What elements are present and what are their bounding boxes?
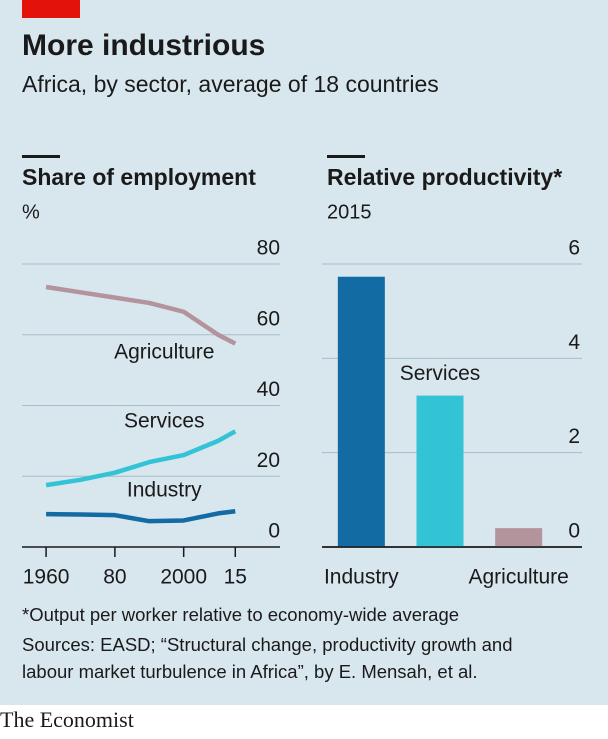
y-tick-label: 40 — [257, 378, 280, 401]
y-tick-label: 60 — [257, 307, 280, 330]
x-tick-label: Agriculture — [468, 566, 568, 589]
background — [0, 0, 608, 705]
line-series — [45, 284, 237, 346]
source: Sources: EASD; “Structural change, produ… — [22, 634, 513, 655]
panel-title: Relative productivity* — [327, 164, 562, 190]
series-label: Services — [124, 410, 205, 433]
x-tick-label: 80 — [103, 566, 126, 589]
series-label: Industry — [127, 479, 202, 502]
y-tick-label: 2 — [568, 425, 580, 448]
chart-title: More industrious — [22, 29, 265, 62]
chart-subtitle: Africa, by sector, average of 18 countri… — [22, 71, 439, 97]
panel-rule — [327, 155, 365, 158]
y-tick-label: 6 — [568, 237, 580, 260]
series-label: Agriculture — [114, 340, 214, 363]
red-tag — [22, 0, 80, 18]
bar — [495, 528, 543, 547]
source: labour market turbulence in Africa”, by … — [22, 661, 478, 682]
line-series — [46, 509, 236, 524]
x-tick-label: 1960 — [23, 566, 70, 589]
footer-background — [0, 705, 608, 739]
footnote: *Output per worker relative to economy-w… — [22, 604, 459, 625]
line-series — [45, 429, 237, 488]
y-tick-label: 0 — [268, 520, 280, 543]
x-tick-label: Industry — [324, 566, 399, 589]
panel-unit: % — [22, 201, 40, 223]
panel-rule — [22, 155, 60, 158]
x-tick-label: 15 — [224, 566, 247, 589]
panel-subtitle: 2015 — [327, 201, 372, 223]
y-tick-label: 4 — [568, 331, 580, 354]
annotation: Services — [400, 362, 481, 385]
y-tick-label: 0 — [568, 520, 580, 543]
brand: The Economist — [0, 707, 134, 732]
bar — [416, 395, 464, 547]
y-tick-label: 80 — [257, 237, 280, 260]
x-tick-label: 2000 — [160, 566, 207, 589]
panel-title: Share of employment — [22, 164, 256, 190]
y-tick-label: 20 — [257, 449, 280, 472]
bar — [337, 276, 385, 547]
